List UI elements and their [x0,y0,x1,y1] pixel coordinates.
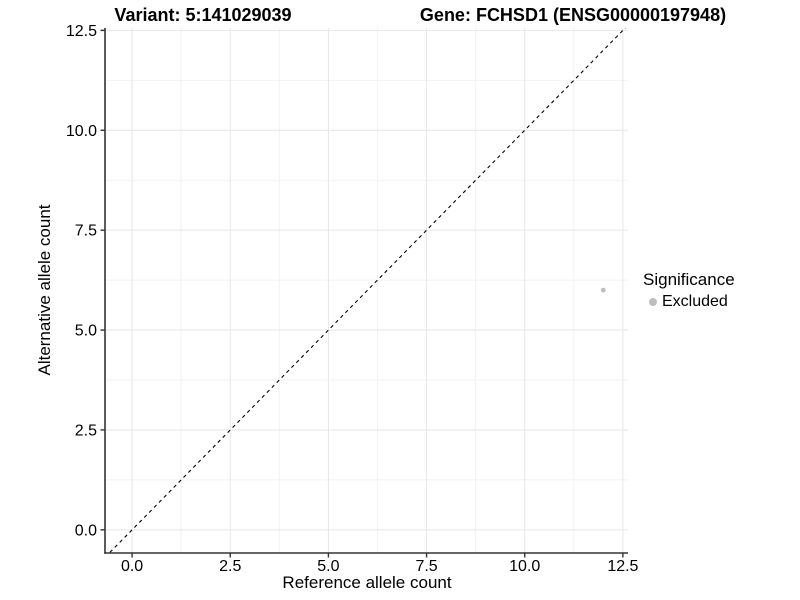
gene-title: Gene: FCHSD1 (ENSG00000197948) [419,5,727,25]
x-tick-label: 5.0 [317,558,339,575]
excluded-key-dot-icon [649,298,657,306]
x-tick-label: 0.0 [121,558,143,575]
legend-item-excluded: Excluded [649,293,735,311]
x-tick-label: 2.5 [219,558,241,575]
y-tick-label: 2.5 [75,422,97,439]
y-tick-label: 0.0 [75,522,97,539]
y-axis-title: Alternative allele count [35,204,54,376]
legend-item-label: Excluded [662,293,728,310]
x-tick-label: 7.5 [415,558,437,575]
legend-title: Significance [643,270,735,289]
legend: Significance Excluded [643,270,735,311]
y-tick-label: 7.5 [75,223,97,240]
y-tick-label: 10.0 [66,123,97,140]
y-tick-label: 12.5 [66,23,97,40]
variant-title: Variant: 5:141029039 [114,5,292,25]
x-axis-title: Reference allele count [282,573,452,592]
data-point [600,287,606,293]
x-tick-label: 12.5 [607,558,638,575]
x-tick-label: 10.0 [509,558,540,575]
y-tick-label: 5.0 [75,323,97,340]
identity-line [108,28,627,553]
